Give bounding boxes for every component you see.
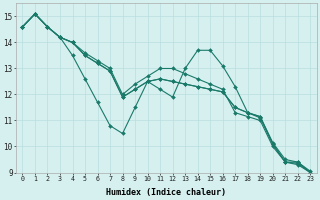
X-axis label: Humidex (Indice chaleur): Humidex (Indice chaleur) [106, 188, 226, 197]
